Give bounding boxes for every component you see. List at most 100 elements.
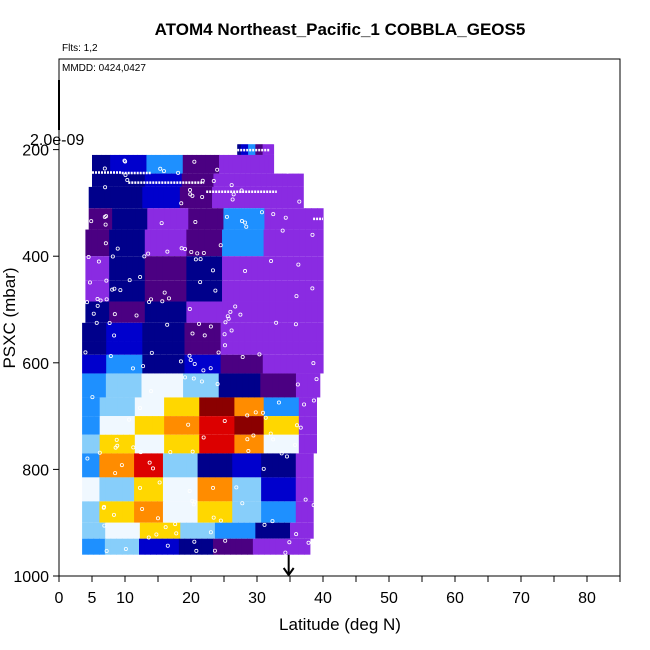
upper-band-cell (251, 229, 259, 257)
flight-sample-point (202, 333, 207, 338)
flight-sample-point (311, 361, 316, 366)
upper-band-cell (281, 186, 288, 209)
upper-band-cell (217, 208, 225, 230)
lower-band-cell (222, 434, 230, 454)
lower-band-cell (275, 434, 282, 454)
lower-band-cell (178, 538, 186, 555)
upper-band-cell (292, 186, 299, 209)
upper-band-cell (299, 301, 306, 323)
lower-band-cell (106, 354, 113, 374)
lower-band-cell (280, 354, 288, 374)
upper-band-cell (224, 173, 230, 187)
flight-sample-point (141, 364, 146, 369)
lower-band-cell (220, 522, 228, 539)
lower-band-cell (180, 477, 187, 502)
upper-band-cell (255, 154, 261, 174)
lower-band-cell (304, 538, 311, 555)
lower-band-cell (172, 322, 180, 342)
lower-band-cell (263, 434, 271, 454)
lower-band-cell (228, 416, 235, 435)
lower-band-cell (183, 373, 190, 398)
upper-band-cell (192, 173, 199, 187)
lower-band-cell (251, 397, 259, 417)
upper-band-cell (250, 173, 257, 187)
lower-band-cell (128, 434, 136, 454)
lower-band-cell (258, 538, 265, 555)
lower-band-cell (129, 373, 137, 398)
upper-band-cell (246, 208, 254, 230)
flight-sample-point (238, 312, 243, 317)
upper-band-cell (228, 186, 235, 209)
flight-sample-point (245, 437, 250, 442)
upper-band-cell (176, 173, 183, 187)
upper-band-cell (251, 301, 259, 323)
upper-band-cell (317, 229, 324, 257)
flight-sample-point (103, 185, 108, 190)
lower-band-cell (301, 477, 308, 502)
lower-band-cell (110, 477, 118, 502)
lower-band-cell (121, 538, 129, 555)
flight-sample-point (138, 275, 143, 280)
upper-band-cell (162, 301, 170, 323)
lower-band-cell (274, 354, 282, 374)
lower-band-cell (164, 434, 171, 454)
upper-band-cell (204, 301, 211, 323)
lower-band-cell (99, 373, 107, 398)
flight-sample-point (147, 460, 152, 465)
upper-band-cell (119, 154, 125, 174)
upper-band-cell (305, 208, 312, 230)
lower-band-cell (248, 373, 255, 398)
lower-band-cell (174, 501, 181, 523)
flight-sample-point (190, 331, 195, 336)
lower-band-cell (208, 322, 216, 342)
lower-band-cell (310, 434, 317, 454)
lower-band-cell (214, 522, 222, 539)
upper-band-cell (131, 186, 138, 209)
lower-band-cell (184, 322, 192, 342)
lower-band-cell (304, 397, 312, 417)
lower-band-cell (133, 538, 140, 555)
lower-band-cell (269, 538, 277, 555)
flight-sample-point (176, 170, 181, 175)
flight-sample-point (150, 466, 155, 471)
lower-band-cell (82, 522, 89, 539)
flight-sample-point (168, 450, 173, 455)
lower-band-cell (99, 397, 107, 417)
lower-band-cell (93, 453, 101, 478)
lower-band-cell (238, 522, 245, 539)
upper-band-cell (233, 229, 241, 257)
lower-band-cell (181, 397, 189, 417)
lower-band-cell (122, 477, 129, 502)
lower-band-cell (292, 341, 300, 355)
lower-band-cell (203, 522, 210, 539)
lower-band-cell (275, 416, 282, 435)
lower-band-cell (281, 538, 288, 555)
flight-sample-point (243, 220, 248, 225)
lower-band-cell (105, 397, 112, 417)
lower-band-cell (249, 501, 256, 523)
upper-band-cell (234, 173, 241, 187)
upper-band-cell (186, 256, 193, 281)
x-tick-label: 50 (380, 590, 398, 607)
lower-band-cell (298, 354, 306, 374)
flight-sample-point (314, 377, 319, 382)
lower-band-cell (174, 477, 181, 502)
upper-band-cell (117, 208, 125, 230)
lower-band-cell (189, 373, 196, 398)
upper-band-cell (110, 186, 117, 209)
lower-band-cell (153, 373, 160, 398)
lower-band-cell (220, 341, 228, 355)
flight-sample-point (91, 311, 96, 316)
upper-band-cell (144, 280, 152, 302)
lower-band-cell (316, 341, 324, 355)
lower-band-cell (216, 397, 224, 417)
lower-band-cell (243, 522, 251, 539)
lower-band-cell (249, 477, 256, 502)
flight-sample-point (173, 522, 178, 527)
lower-band-cell (240, 416, 247, 435)
lower-band-cell (275, 397, 282, 417)
lower-band-cell (105, 453, 112, 478)
upper-band-cell (192, 256, 199, 281)
upper-band-cell (128, 154, 134, 174)
lower-band-cell (256, 341, 264, 355)
